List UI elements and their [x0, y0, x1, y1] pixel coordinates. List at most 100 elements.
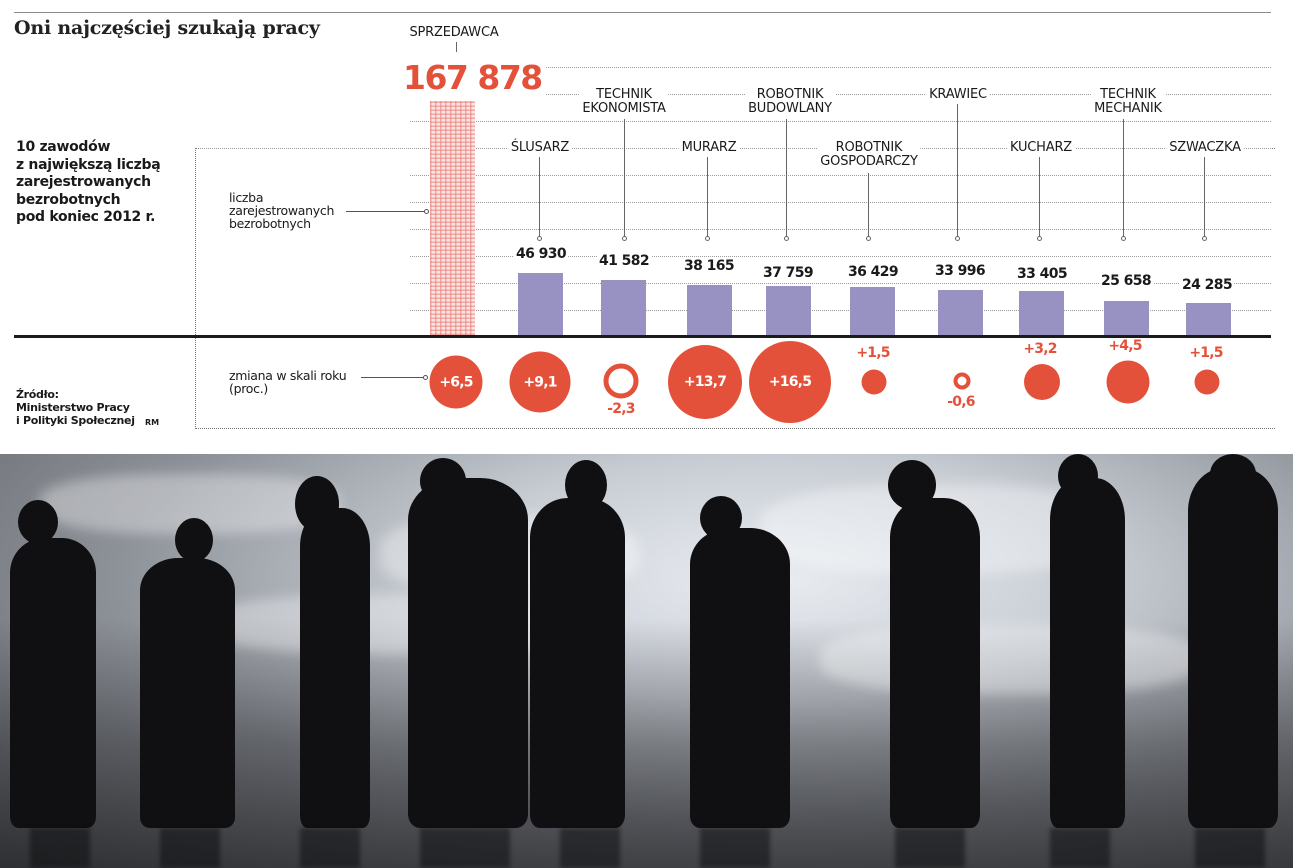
source-line: Ministerstwo Pracy — [16, 401, 130, 414]
change-ring-technik-ekonomista — [603, 363, 639, 399]
bar-value: 46 930 — [514, 246, 568, 262]
legend-change-leader-dot — [423, 375, 428, 380]
change-value: -2,3 — [607, 401, 635, 417]
occupation-label-szwaczka: SZWACZKA — [1166, 141, 1244, 155]
label-line: BUDOWLANY — [748, 101, 832, 116]
photo-people-in-line — [0, 454, 1293, 868]
label-line: KRAWIEC — [929, 87, 987, 102]
change-value: +1,5 — [1189, 345, 1223, 361]
silhouette-reflection — [560, 828, 620, 868]
legend-change-leader — [361, 377, 425, 378]
leader-line — [1123, 119, 1124, 237]
person-silhouette — [300, 508, 370, 828]
leader-line — [957, 104, 958, 237]
occupation-label-robotnik-budowlany: ROBOTNIK BUDOWLANY — [745, 88, 835, 116]
bar-value: 36 429 — [846, 264, 900, 280]
chart-subtitle: 10 zawodów z największą liczbą zarejestr… — [16, 139, 161, 227]
chart-title: Oni najczęściej szukają pracy — [14, 17, 320, 39]
change-value: +4,5 — [1108, 338, 1142, 354]
subtitle-line: bezrobotnych — [16, 191, 121, 208]
subtitle-line: pod koniec 2012 r. — [16, 209, 156, 225]
silhouette-reflection — [700, 828, 770, 868]
change-bubble-sprzedawca: +6,5 — [429, 355, 483, 409]
leader-dot — [1121, 236, 1126, 241]
gridline — [410, 310, 1271, 311]
label-line: TECHNIK — [1100, 87, 1156, 102]
subtitle-line: z największą liczbą — [16, 156, 161, 173]
gridline — [410, 229, 1271, 230]
occupation-label-robotnik-gospodarczy: ROBOTNIK GOSPODARCZY — [817, 140, 921, 169]
label-line: SPRZEDAWCA — [409, 25, 499, 40]
change-bubble-slusarz: +9,1 — [509, 351, 571, 413]
change-value: +13,7 — [683, 374, 727, 390]
source-line: Źródło: — [16, 388, 59, 401]
change-bubble-murarz: +13,7 — [668, 345, 742, 419]
silhouette-reflection — [1195, 828, 1265, 868]
change-bubble-szwaczka — [1194, 369, 1220, 395]
person-silhouette — [1050, 478, 1125, 828]
bar-szwaczka — [1186, 303, 1231, 335]
leader-dot — [1037, 236, 1042, 241]
person-silhouette — [1188, 468, 1278, 828]
bar-kucharz — [1019, 291, 1064, 335]
leader-line — [1039, 157, 1040, 237]
leader-dot — [622, 236, 627, 241]
bar-technik-ekonomista — [601, 280, 646, 335]
bar-value: 41 582 — [597, 253, 651, 269]
chart-baseline — [14, 335, 1271, 338]
change-value: +6,5 — [439, 374, 473, 390]
source-note: Źródło: Ministerstwo Pracy i Polityki Sp… — [16, 388, 135, 427]
leader-line — [707, 157, 708, 237]
change-value: +1,5 — [856, 345, 890, 361]
legend-line: zarejestrowanych — [229, 203, 335, 218]
label-line: EKONOMISTA — [582, 101, 666, 116]
person-silhouette — [890, 498, 980, 828]
label-line: SZWACZKA — [1169, 140, 1241, 155]
label-line: MURARZ — [681, 140, 737, 155]
leader-dot — [537, 236, 542, 241]
leader-line — [1204, 157, 1205, 237]
occupation-label-kucharz: KUCHARZ — [1007, 141, 1075, 155]
person-silhouette — [140, 558, 235, 828]
occupation-label-sprzedawca: SPRZEDAWCA — [406, 25, 502, 40]
top-rule — [14, 12, 1271, 13]
bar-technik-mechanik — [1104, 301, 1149, 335]
person-silhouette — [530, 498, 625, 828]
gridline — [410, 283, 1271, 284]
bar-robotnik-budowlany — [766, 286, 811, 335]
subtitle-line: 10 zawodów — [16, 139, 111, 155]
bar-krawiec — [938, 290, 983, 335]
legend-line: bezrobotnych — [229, 216, 311, 231]
leader-dot — [705, 236, 710, 241]
source-line: i Polityki Społecznej — [16, 414, 135, 427]
change-bubble-technik-mechanik — [1106, 360, 1150, 404]
change-bubble-kucharz — [1024, 364, 1060, 400]
legend-line: zmiana w skali roku — [229, 368, 347, 383]
change-bubble-robotnik-gospodarczy — [861, 369, 887, 395]
gridline — [520, 67, 1271, 68]
change-value: -0,6 — [947, 394, 975, 410]
label-line: TECHNIK — [596, 87, 652, 102]
bar-sprzedawca-hatched — [430, 101, 475, 335]
label-line: ROBOTNIK — [835, 140, 903, 155]
change-value: +16,5 — [768, 374, 812, 390]
highlight-value: 167 878 — [403, 58, 546, 97]
leader-line — [786, 119, 787, 237]
label-line: MECHANIK — [1094, 101, 1162, 116]
gridline — [410, 121, 1271, 122]
leader-dot — [784, 236, 789, 241]
person-silhouette — [690, 528, 790, 828]
person-silhouette — [10, 538, 96, 828]
bar-murarz — [687, 285, 732, 335]
legend-bars-label: liczba zarejestrowanych bezrobotnych — [229, 191, 334, 230]
change-value: +9,1 — [523, 374, 557, 390]
label-line: ROBOTNIK — [756, 87, 824, 102]
occupation-label-murarz: MURARZ — [678, 140, 740, 155]
leader-dot — [955, 236, 960, 241]
floor-reflection — [820, 624, 1200, 694]
change-bubble-robotnik-budowlany: +16,5 — [749, 341, 831, 423]
occupation-label-slusarz: ŚLUSARZ — [507, 141, 573, 155]
silhouette-reflection — [160, 828, 220, 868]
legend-bars-leader — [346, 211, 426, 212]
bar-value: 38 165 — [682, 258, 736, 274]
